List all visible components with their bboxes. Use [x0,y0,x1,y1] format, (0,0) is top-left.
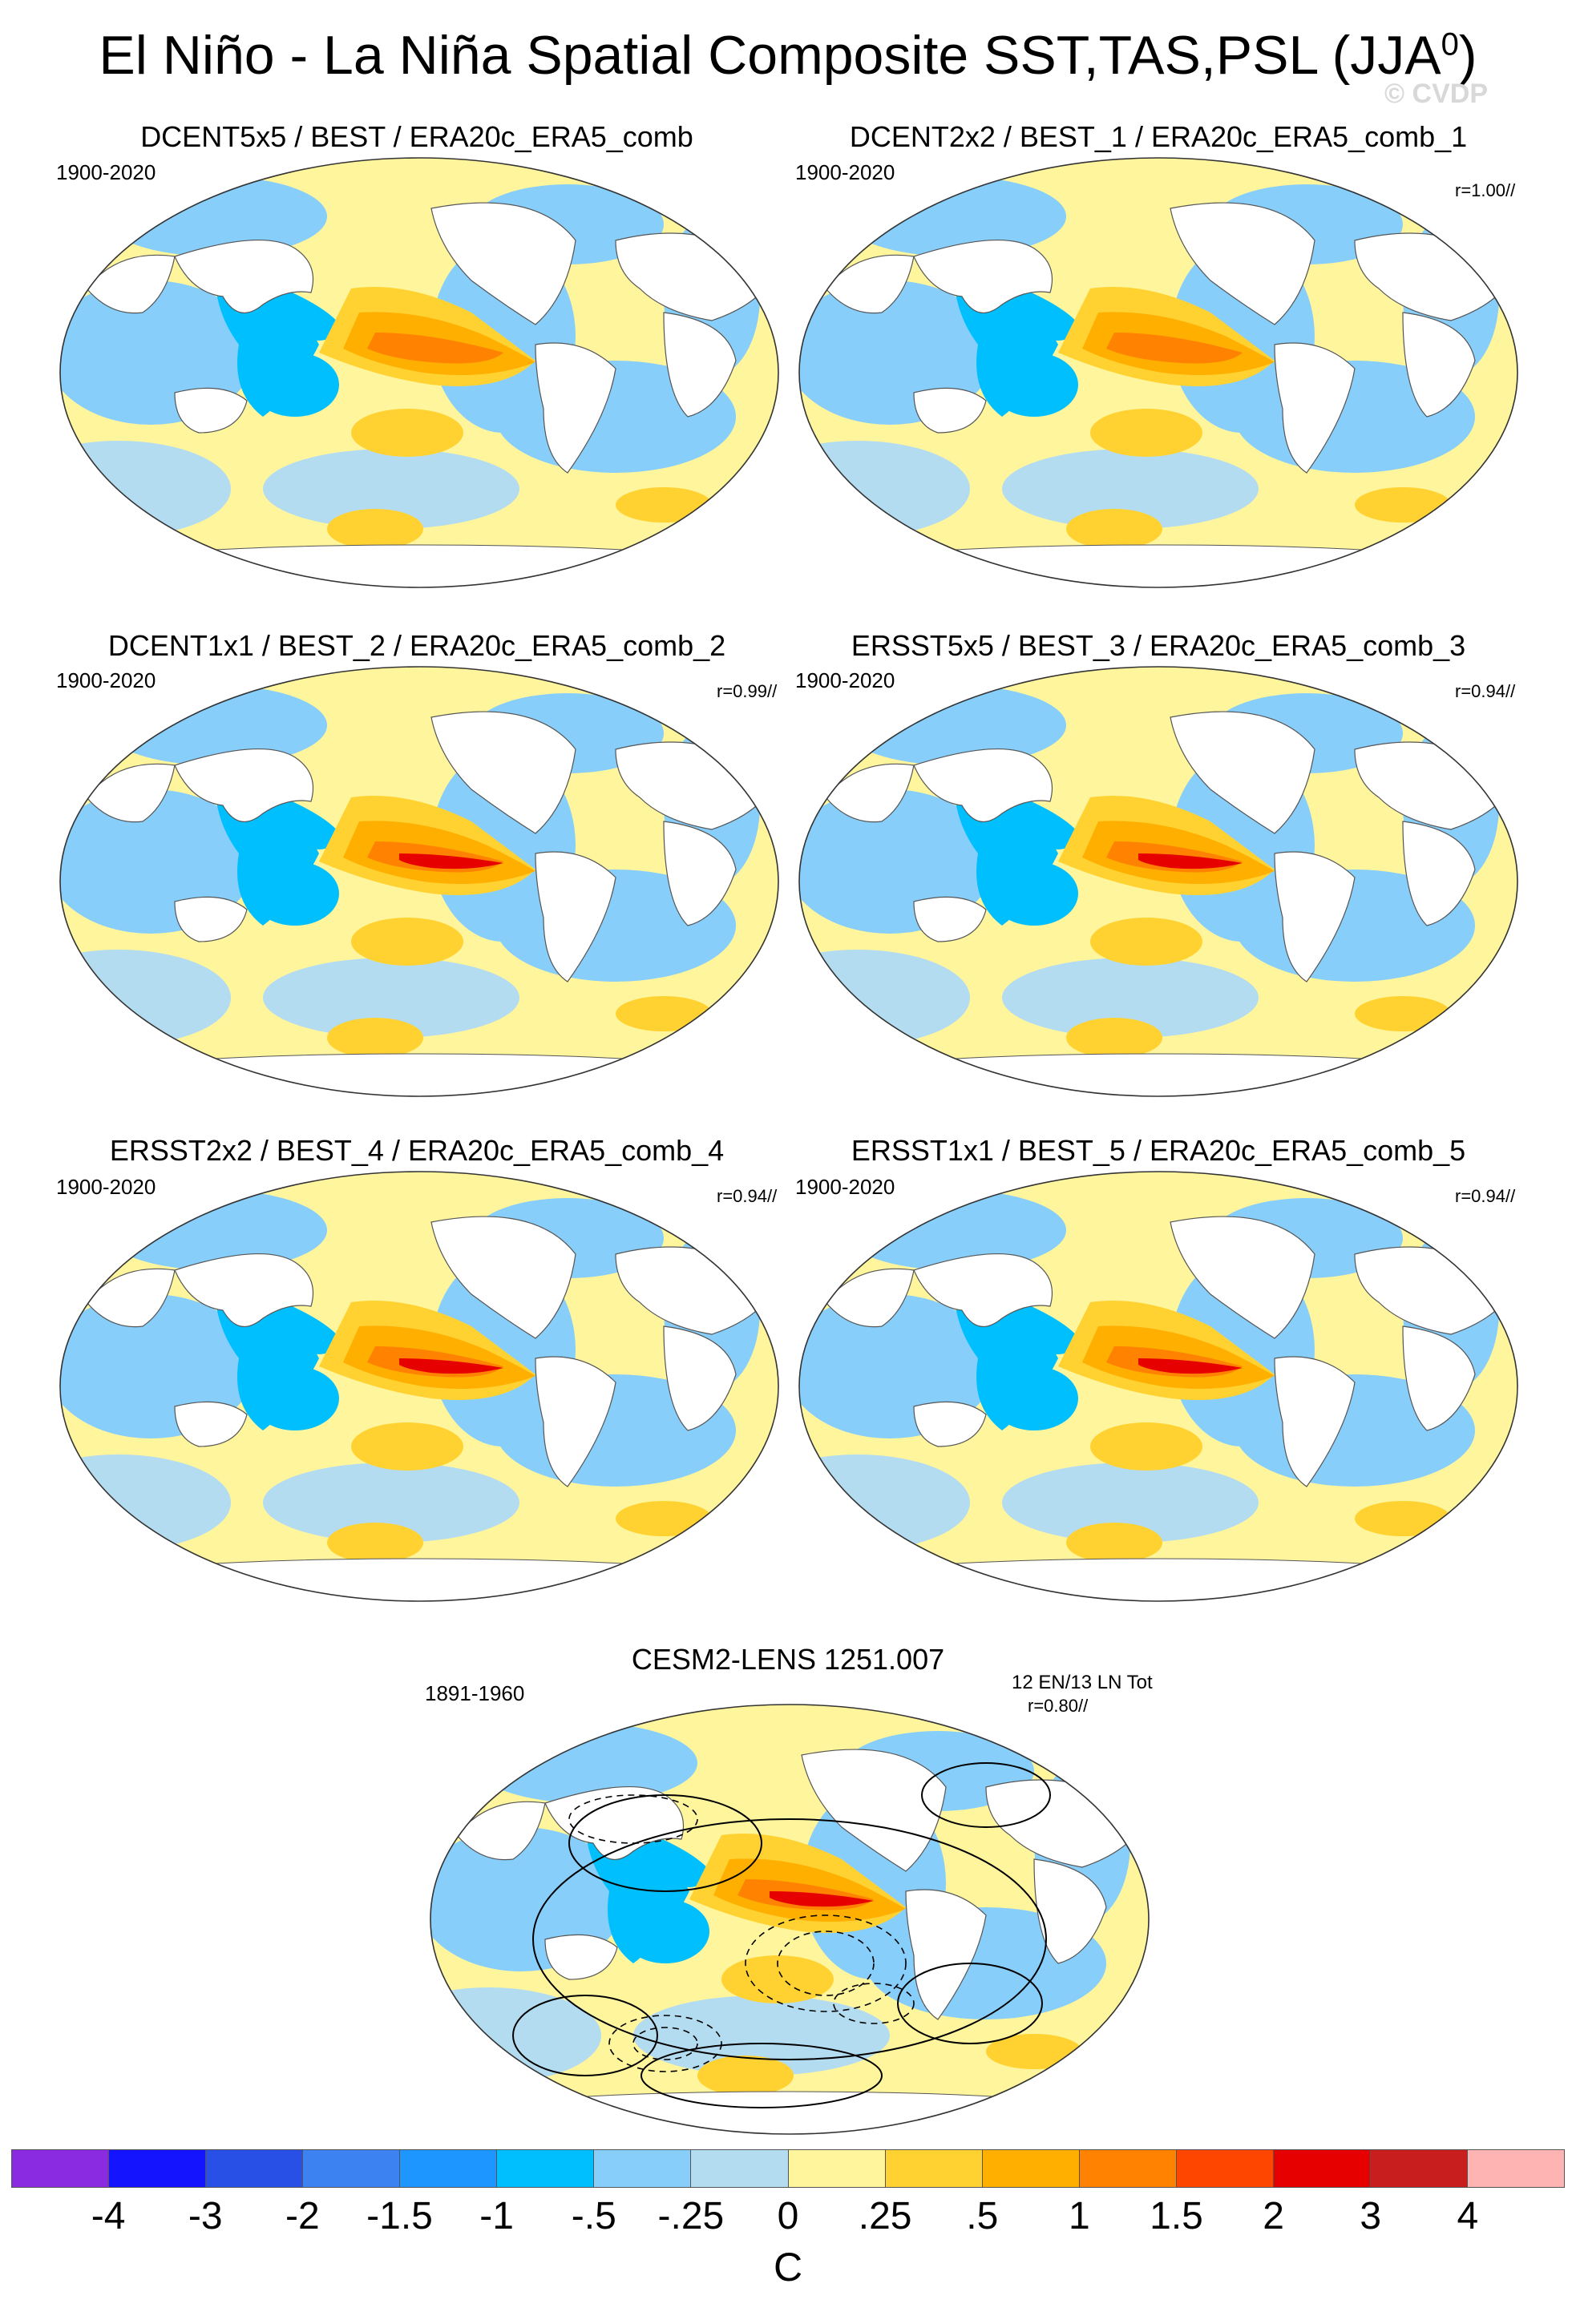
colorbar-swatch [109,2149,207,2188]
panel-years-6: 1900-2020 [795,1175,895,1199]
panel-years-3: 1900-2020 [56,668,156,692]
panel-correlation-2: r=1.00// [1455,180,1516,200]
psl-dashed-contours [568,1794,915,2072]
colorbar-swatch [788,2149,886,2188]
colorbar-tick-label: .25 [858,2195,912,2237]
panel-years-5: 1900-2020 [56,1175,156,1199]
map-field [60,667,778,1096]
panel-title-2: DCENT2x2 / BEST_1 / ERA20c_ERA5_comb_1 [849,120,1468,153]
map-panel-cesm [425,1699,1154,2140]
colorbar-units: C [773,2245,803,2290]
colorbar-tick-label: 4 [1457,2195,1479,2237]
map-field [60,1172,778,1601]
panel-title-6: ERSST1x1 / BEST_5 / ERA20c_ERA5_comb_5 [851,1134,1466,1167]
colorbar-swatch [1370,2149,1468,2188]
cesm-event-counts: 12 EN/13 LN Tot [1012,1672,1153,1693]
colorbar-swatch [885,2149,983,2188]
colorbar-tick-label: .5 [966,2195,999,2237]
map-panel-3 [55,661,784,1102]
map-panel-2 [794,152,1523,593]
psl-contours [512,1762,1051,2108]
colorbar-tick-label: -.25 [657,2195,725,2237]
colorbar-tick-label: 1 [1069,2195,1090,2237]
map-panel-4 [794,661,1523,1102]
colorbar-swatch [691,2149,789,2188]
cesm-panel-title: CESM2-LENS 1251.007 [631,1643,945,1676]
map-field [799,667,1517,1096]
colorbar-tick-label: -3 [188,2195,223,2237]
panel-correlation-4: r=0.94// [1455,681,1516,701]
map-field [60,158,778,587]
colorbar-tick-label: 0 [777,2195,799,2237]
panel-title-5: ERSST2x2 / BEST_4 / ERA20c_ERA5_comb_4 [109,1134,725,1167]
colorbar-tick-label: 3 [1360,2195,1382,2237]
colorbar-swatch [1273,2149,1371,2188]
colorbar-swatch [206,2149,304,2188]
colorbar-tick-label: -1 [479,2195,514,2237]
colorbar-swatch [1079,2149,1177,2188]
colorbar-swatch [1467,2149,1565,2188]
map-field [799,1172,1517,1601]
panel-title-1: DCENT5x5 / BEST / ERA20c_ERA5_comb [140,120,693,153]
colorbar-tick-label: -1.5 [366,2195,433,2237]
panel-title-3: DCENT1x1 / BEST_2 / ERA20c_ERA5_comb_2 [107,629,726,662]
cvdp-watermark: © CVDP [1384,79,1488,109]
map-panel-1 [55,152,784,593]
panel-title-4: ERSST5x5 / BEST_3 / ERA20c_ERA5_comb_3 [851,629,1466,662]
colorbar-swatch [11,2149,110,2188]
colorbar-tick-labels: -4 -3 -2 -1.5 -1 -.5 -.25 0 .25 .5 1 1.5 2 3 4 [11,2194,1565,2242]
colorbar-tick-label: 2 [1263,2195,1284,2237]
colorbar-tick-label: -.5 [571,2195,616,2237]
map-field [799,158,1517,587]
panel-years-4: 1900-2020 [795,668,895,692]
map-panel-5 [55,1166,784,1607]
panel-correlation-3: r=0.99// [717,681,778,701]
colorbar-swatch [594,2149,692,2188]
cesm-panel-correlation: r=0.80// [1028,1696,1089,1716]
colorbar-swatch [303,2149,401,2188]
map-field [430,1705,1149,2134]
figure-title: El Niño - La Niña Spatial Composite SST,… [99,25,1477,86]
colorbar [11,2149,1565,2188]
colorbar-swatch [400,2149,498,2188]
panel-correlation-6: r=0.94// [1455,1186,1516,1206]
colorbar-tick-label: 1.5 [1150,2195,1203,2237]
colorbar-swatch [982,2149,1080,2188]
panel-years-1: 1900-2020 [56,160,156,184]
cesm-panel-years: 1891-1960 [425,1681,525,1705]
colorbar-tick-label: -4 [91,2195,126,2237]
colorbar-swatch [1176,2149,1274,2188]
panel-years-2: 1900-2020 [795,160,895,184]
panel-correlation-5: r=0.94// [717,1186,778,1206]
colorbar-tick-label: -2 [285,2195,320,2237]
colorbar-swatch [497,2149,595,2188]
map-panel-6 [794,1166,1523,1607]
